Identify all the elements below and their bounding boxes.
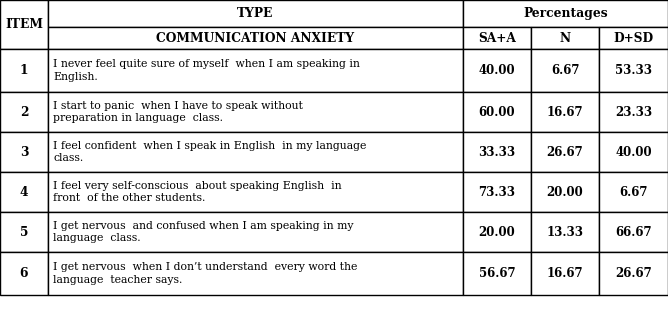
Bar — [463, 92, 531, 132]
Text: 3: 3 — [20, 146, 28, 159]
Text: I get nervous  and confused when I am speaking in my
language  class.: I get nervous and confused when I am spe… — [53, 220, 353, 244]
Bar — [531, 212, 599, 252]
Text: 53.33: 53.33 — [615, 64, 652, 77]
Text: 16.67: 16.67 — [546, 267, 583, 280]
Text: TYPE: TYPE — [237, 7, 274, 20]
Bar — [599, 212, 668, 252]
Bar — [48, 92, 463, 132]
Bar — [599, 252, 668, 295]
Bar — [531, 132, 599, 172]
Bar — [0, 49, 48, 92]
Bar — [463, 49, 531, 92]
Text: 6.67: 6.67 — [550, 64, 579, 77]
Text: N: N — [559, 31, 570, 44]
Bar — [531, 172, 599, 212]
Text: D+SD: D+SD — [613, 31, 653, 44]
Text: I never feel quite sure of myself  when I am speaking in
English.: I never feel quite sure of myself when I… — [53, 59, 360, 82]
Text: 1: 1 — [20, 64, 28, 77]
Bar — [599, 92, 668, 132]
Text: 6: 6 — [20, 267, 28, 280]
Text: 2: 2 — [20, 105, 28, 118]
Text: 23.33: 23.33 — [615, 105, 652, 118]
Bar — [0, 212, 48, 252]
Text: 66.67: 66.67 — [615, 225, 652, 239]
Text: 6.67: 6.67 — [619, 185, 648, 198]
Bar — [48, 49, 463, 92]
Bar — [463, 252, 531, 295]
Bar — [48, 132, 463, 172]
Bar — [463, 132, 531, 172]
Text: 13.33: 13.33 — [546, 225, 584, 239]
Bar — [599, 49, 668, 92]
Bar — [463, 172, 531, 212]
Bar — [48, 0, 463, 27]
Text: ITEM: ITEM — [5, 18, 43, 31]
Text: COMMUNICATION ANXIETY: COMMUNICATION ANXIETY — [156, 31, 355, 44]
Bar — [48, 27, 463, 49]
Bar — [463, 212, 531, 252]
Text: I get nervous  when I don’t understand  every word the
language  teacher says.: I get nervous when I don’t understand ev… — [53, 262, 357, 285]
Text: 33.33: 33.33 — [478, 146, 516, 159]
Text: 26.67: 26.67 — [546, 146, 583, 159]
Bar — [48, 252, 463, 295]
Bar — [0, 92, 48, 132]
Bar — [0, 252, 48, 295]
Text: I start to panic  when I have to speak without
preparation in language  class.: I start to panic when I have to speak wi… — [53, 100, 303, 123]
Text: 40.00: 40.00 — [479, 64, 515, 77]
Text: 73.33: 73.33 — [478, 185, 516, 198]
Bar — [599, 132, 668, 172]
Text: 16.67: 16.67 — [546, 105, 583, 118]
Bar — [0, 172, 48, 212]
Text: 20.00: 20.00 — [546, 185, 583, 198]
Text: SA+A: SA+A — [478, 31, 516, 44]
Bar — [0, 132, 48, 172]
Bar — [531, 92, 599, 132]
Bar — [531, 49, 599, 92]
Bar — [531, 252, 599, 295]
Text: Percentages: Percentages — [523, 7, 608, 20]
Bar — [463, 0, 668, 27]
Text: 26.67: 26.67 — [615, 267, 652, 280]
Bar — [531, 27, 599, 49]
Text: 40.00: 40.00 — [615, 146, 652, 159]
Text: 5: 5 — [20, 225, 28, 239]
Bar — [48, 212, 463, 252]
Text: I feel confident  when I speak in English  in my language
class.: I feel confident when I speak in English… — [53, 141, 366, 163]
Text: 56.67: 56.67 — [479, 267, 515, 280]
Bar — [0, 0, 48, 49]
Bar — [48, 172, 463, 212]
Bar — [599, 27, 668, 49]
Bar — [463, 27, 531, 49]
Text: I feel very self-conscious  about speaking English  in
front  of the other stude: I feel very self-conscious about speakin… — [53, 181, 341, 203]
Text: 4: 4 — [20, 185, 28, 198]
Bar — [599, 172, 668, 212]
Text: 20.00: 20.00 — [479, 225, 516, 239]
Text: 60.00: 60.00 — [479, 105, 515, 118]
